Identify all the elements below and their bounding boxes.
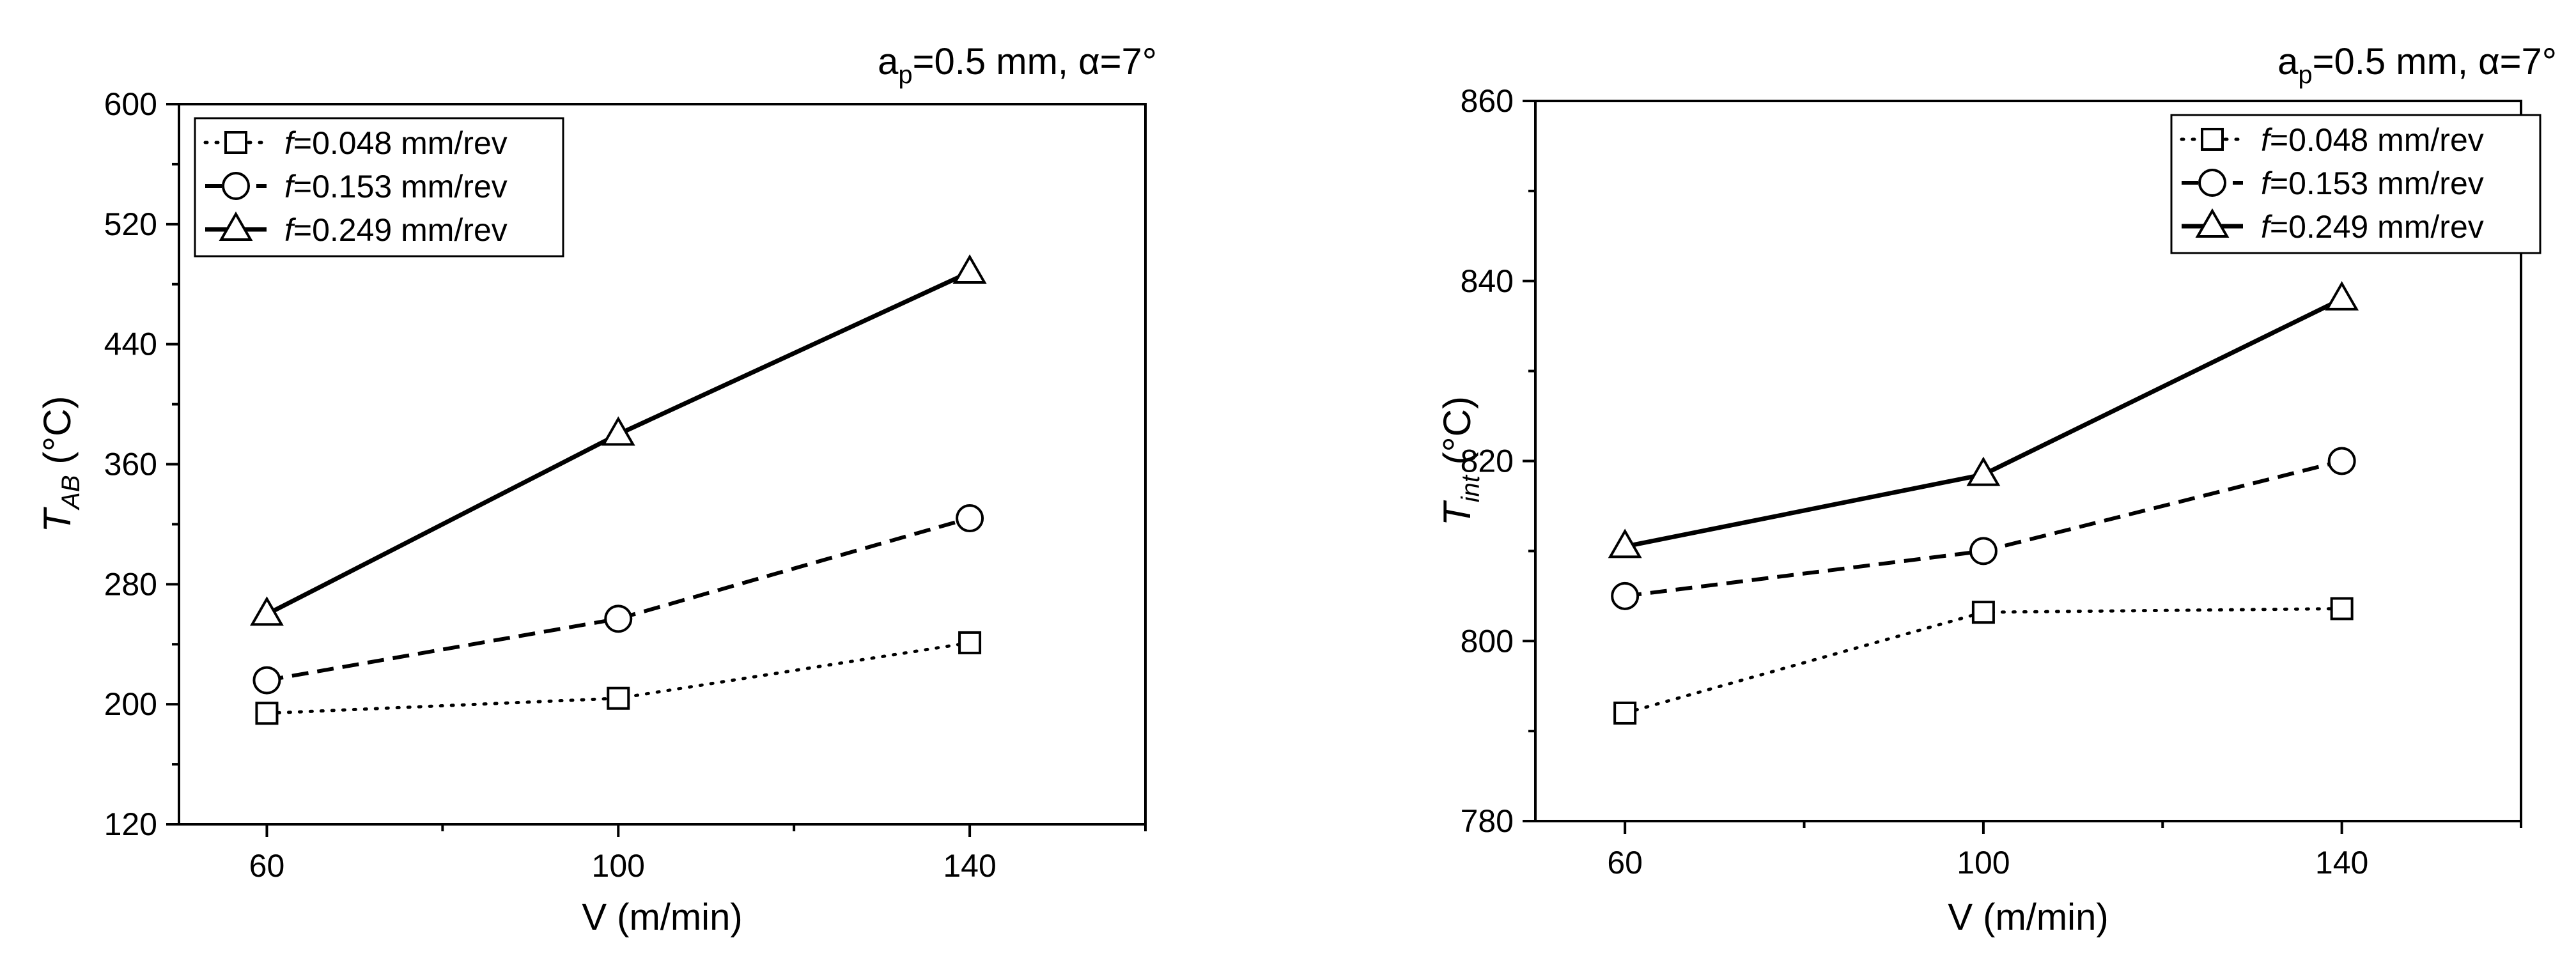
legend-item: f=0.153 mm/rev bbox=[205, 169, 508, 204]
legend-label: f=0.153 mm/rev bbox=[2261, 165, 2484, 201]
annotation-angle: =7° bbox=[2500, 41, 2557, 82]
series-circle bbox=[252, 504, 984, 695]
y-tick-label: 820 bbox=[1461, 443, 1514, 479]
y-tick-label: 440 bbox=[104, 327, 157, 362]
series-triangle bbox=[1608, 281, 2359, 558]
y-axis-title: Tint (°C) bbox=[1436, 396, 1485, 526]
data-point-triangle bbox=[249, 596, 284, 626]
y-tick-label: 600 bbox=[104, 86, 157, 122]
legend: f=0.048 mm/rev f=0.153 mm/rev f=0.249 mm/r… bbox=[2170, 114, 2541, 254]
legend-item: f=0.153 mm/rev bbox=[2182, 165, 2484, 201]
annotation-subscript: p bbox=[2298, 61, 2312, 89]
y-tick-label: 780 bbox=[1461, 803, 1514, 839]
chart-panel-1: 120 200 280 360 440 520 600 60 100 140 V (m/min) TA… bbox=[36, 41, 1157, 938]
x-tick-label: 100 bbox=[1957, 845, 2010, 881]
y-axis-subscript: int bbox=[1457, 474, 1485, 502]
y-tick-label: 120 bbox=[104, 806, 157, 842]
y-tick-label: 860 bbox=[1461, 83, 1514, 119]
legend-marker-square bbox=[224, 131, 247, 154]
legend-item: f=0.249 mm/rev bbox=[2182, 208, 2484, 245]
x-tick-label: 60 bbox=[249, 848, 285, 884]
data-point-circle bbox=[604, 604, 633, 633]
y-axis-subscript: AB bbox=[57, 475, 85, 510]
legend-label-value: =0.249 mm/rev bbox=[2270, 209, 2484, 245]
legend-marker-circle bbox=[2198, 169, 2226, 197]
data-point-triangle bbox=[952, 254, 987, 284]
legend-item: f=0.048 mm/rev bbox=[2180, 122, 2484, 158]
data-point-circle bbox=[956, 504, 984, 533]
series-square bbox=[1613, 597, 2354, 725]
y-axis-title: TAB (°C) bbox=[36, 396, 85, 533]
chart-panel-2: 780 800 820 840 860 60 100 140 V (m/min) Tint (°C… bbox=[1436, 41, 2557, 938]
legend-marker-circle bbox=[222, 172, 250, 200]
series-square bbox=[255, 631, 982, 725]
series-line bbox=[1624, 296, 2343, 549]
x-tick-label: 100 bbox=[592, 848, 645, 884]
legend-marker-triangle bbox=[2195, 208, 2230, 238]
y-axis-unit: (°C) bbox=[1436, 396, 1478, 475]
x-tick-label: 60 bbox=[1607, 845, 1643, 881]
annotation-subscript: p bbox=[898, 61, 912, 89]
data-point-triangle bbox=[1966, 456, 2001, 486]
data-point-circle bbox=[252, 666, 281, 695]
y-tick-label: 520 bbox=[104, 206, 157, 242]
legend-marker-triangle bbox=[219, 211, 253, 241]
y-axis-unit: (°C) bbox=[36, 396, 79, 475]
y-tick-label: 840 bbox=[1461, 263, 1514, 299]
x-axis-title: V (m/min) bbox=[1948, 896, 2108, 938]
annotation-a: a bbox=[2277, 41, 2299, 82]
x-tick-label: 140 bbox=[2315, 845, 2368, 881]
legend-label: f=0.153 mm/rev bbox=[284, 169, 508, 204]
annotation-alpha: α bbox=[1078, 41, 1100, 82]
data-point-triangle bbox=[601, 416, 635, 446]
y-tick-label: 360 bbox=[104, 447, 157, 482]
series-line bbox=[266, 516, 970, 682]
legend: f=0.048 mm/rev f=0.153 mm/rev f=0.249 mm/r… bbox=[194, 117, 564, 258]
data-point-triangle bbox=[2325, 281, 2359, 311]
legend-label-value: =0.249 mm/rev bbox=[293, 212, 508, 248]
data-point-triangle bbox=[1608, 528, 1642, 558]
series-line bbox=[265, 641, 972, 715]
annotation-angle: =7° bbox=[1100, 41, 1157, 82]
y-tick-label: 800 bbox=[1461, 623, 1514, 659]
data-point-circle bbox=[1611, 581, 1640, 610]
series-circle bbox=[1611, 447, 2356, 610]
parameter-annotation: ap=0.5 mm, α=7° bbox=[2277, 41, 2557, 89]
legend-label: f=0.048 mm/rev bbox=[284, 125, 508, 161]
legend-marker-square bbox=[2201, 128, 2224, 151]
legend-label-value: =0.153 mm/rev bbox=[2270, 165, 2484, 201]
parameter-annotation: ap=0.5 mm, α=7° bbox=[878, 41, 1157, 89]
data-point-circle bbox=[2327, 447, 2356, 475]
legend-label-value: =0.048 mm/rev bbox=[2270, 122, 2484, 158]
data-point-square bbox=[1971, 601, 1995, 624]
legend-item: f=0.048 mm/rev bbox=[203, 125, 508, 161]
series-line bbox=[1623, 607, 2344, 715]
annotation-depth: =0.5 mm, bbox=[913, 41, 1078, 82]
x-axis-title: V (m/min) bbox=[582, 896, 742, 938]
series-triangle bbox=[249, 254, 987, 626]
y-axis-symbol: T bbox=[36, 506, 79, 532]
annotation-depth: =0.5 mm, bbox=[2313, 41, 2478, 82]
legend-item: f=0.249 mm/rev bbox=[205, 211, 508, 248]
data-point-square bbox=[1613, 701, 1637, 725]
legend-label-value: =0.048 mm/rev bbox=[293, 125, 508, 161]
x-tick-label: 140 bbox=[943, 848, 996, 884]
legend-label: f=0.249 mm/rev bbox=[284, 212, 508, 248]
data-point-square bbox=[607, 686, 630, 710]
legend-label-value: =0.153 mm/rev bbox=[293, 169, 508, 204]
data-point-square bbox=[2330, 597, 2354, 620]
data-point-square bbox=[958, 631, 982, 654]
legend-label: f=0.048 mm/rev bbox=[2261, 122, 2484, 158]
y-tick-label: 280 bbox=[104, 566, 157, 602]
annotation-a: a bbox=[878, 41, 899, 82]
y-axis-symbol: T bbox=[1436, 500, 1478, 526]
data-point-circle bbox=[1969, 537, 1998, 565]
annotation-alpha: α bbox=[2478, 41, 2500, 82]
data-point-square bbox=[255, 702, 279, 725]
y-tick-label: 200 bbox=[104, 686, 157, 722]
legend-label: f=0.249 mm/rev bbox=[2261, 209, 2484, 245]
